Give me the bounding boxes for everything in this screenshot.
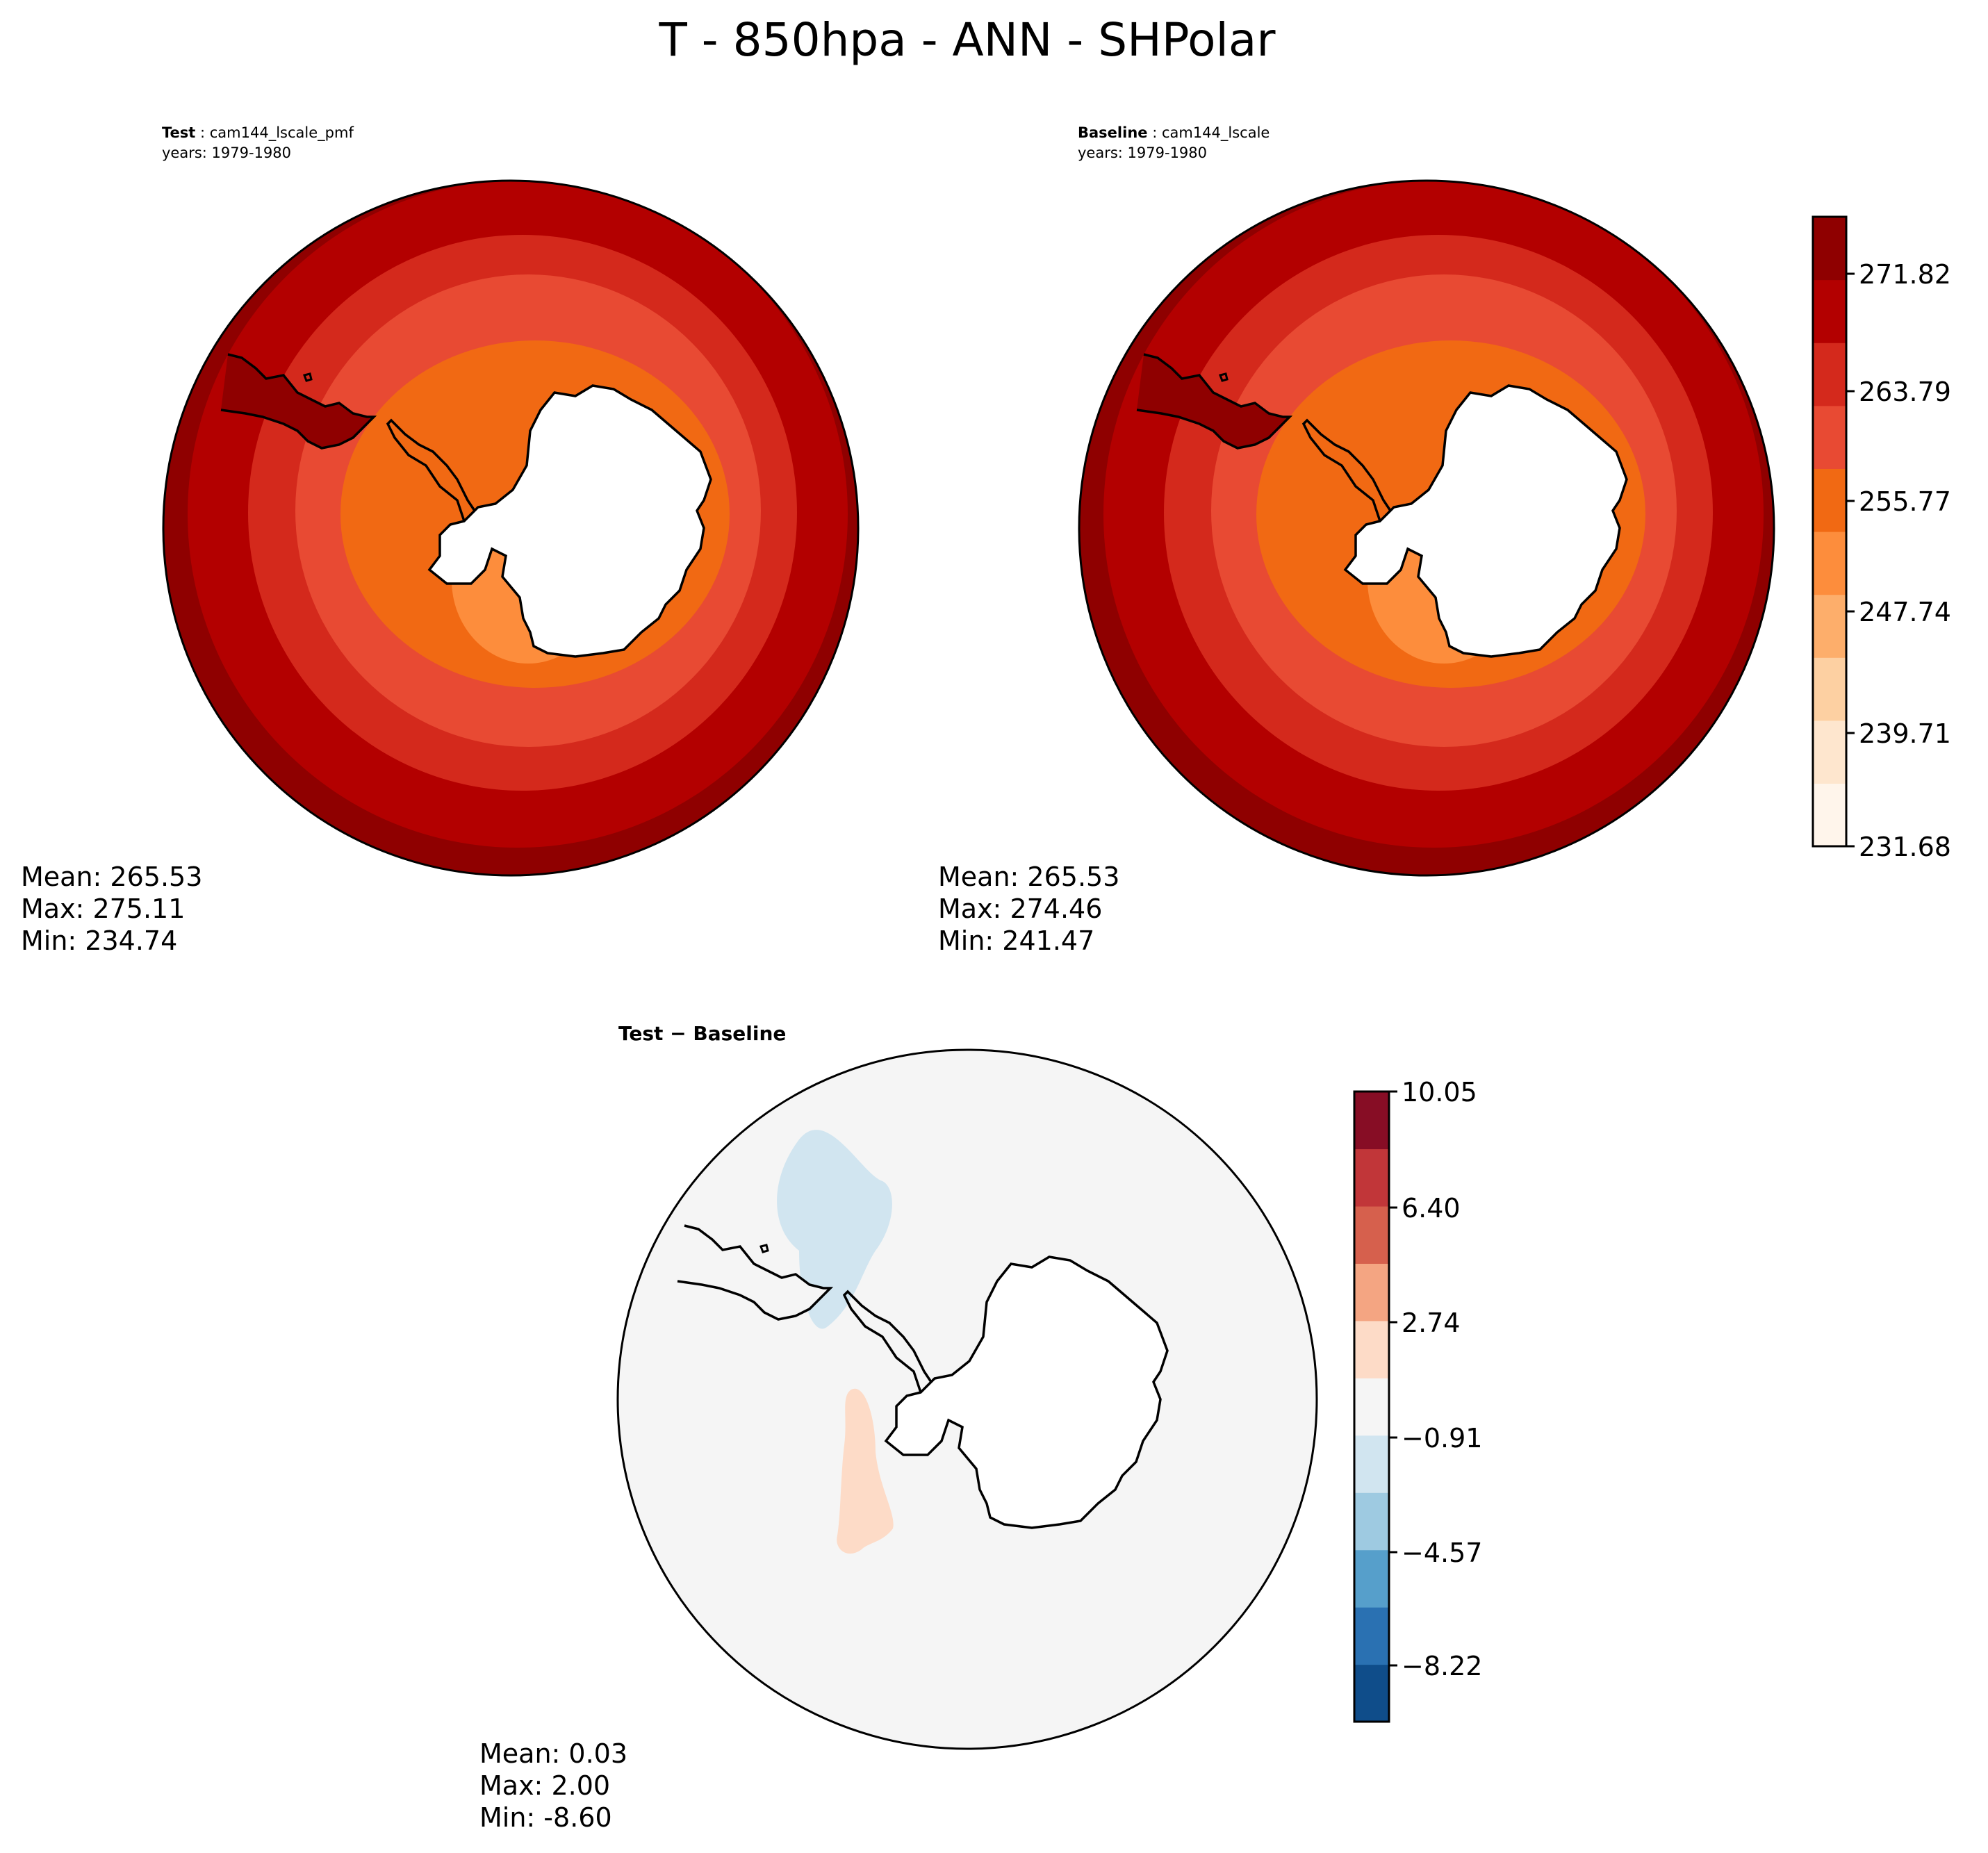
baseline-stat-min: Min: 241.47 [938,925,1094,956]
baseline-label-bold: Baseline [1078,124,1148,141]
test-map-boundary [162,179,860,877]
difference-label: Test − Baseline [618,1022,786,1045]
baseline-stat-max: Max: 274.46 [938,893,1102,924]
test-stat-max: Max: 275.11 [21,893,185,924]
difference-colorbar-swatch [1354,1607,1389,1665]
difference-field-positive-region [837,1388,894,1554]
test-coast-new-zealand [616,859,643,875]
difference-colorbar-tick-label: −8.22 [1402,1651,1482,1681]
figure-title: T - 850hpa - ANN - SHPolar [659,13,1276,67]
temperature-colorbar-swatch [1813,532,1846,595]
difference-colorbar-swatch [1354,1320,1389,1378]
difference-colorbar: 10.05 6.40 2.74 −0.91 −4.57 −8.22 [1353,1077,1482,1723]
difference-colorbar-tick-label: 10.05 [1402,1077,1477,1107]
temperature-colorbar-tick-label: 239.71 [1859,718,1951,749]
difference-colorbar-swatch [1354,1492,1389,1551]
difference-colorbar-tick-label: 2.74 [1402,1308,1461,1338]
difference-map-boundary [616,1048,1318,1750]
baseline-map [1079,181,1774,875]
temperature-colorbar-swatch [1813,217,1846,281]
temperature-colorbar-swatch [1813,720,1846,784]
difference-stat-max: Max: 2.00 [479,1770,610,1801]
temperature-colorbar-swatch [1813,343,1846,406]
baseline-label: Baseline : cam144_lscale [1078,124,1270,142]
baseline-label-value: cam144_lscale [1162,124,1270,142]
temperature-colorbar-tick-label: 255.77 [1859,486,1951,517]
baseline-panel: Baseline : cam144_lscale years: 1979-198… [938,124,1775,956]
temperature-colorbar-tick-label: 263.79 [1859,377,1951,407]
difference-stat-mean: Mean: 0.03 [479,1738,627,1769]
temperature-colorbar-swatch [1813,594,1846,658]
test-label-bold: Test [162,124,195,141]
test-stat-min: Min: 234.74 [21,925,177,956]
test-panel: Test : cam144_lscale_pmf years: 1979-198… [21,124,860,956]
temperature-colorbar-outline [1812,215,1848,848]
baseline-label-sep: : [1148,124,1162,141]
temperature-colorbar-swatch [1813,783,1846,847]
difference-colorbar-swatch [1354,1664,1389,1722]
test-stat-mean: Mean: 265.53 [21,862,202,892]
difference-colorbar-tick-label: −0.91 [1402,1423,1482,1453]
difference-colorbar-tick-label: −4.57 [1402,1538,1482,1568]
test-label-sep: : [195,124,209,141]
temperature-colorbar-tick-label: 231.68 [1859,832,1951,862]
test-years: years: 1979-1980 [162,145,291,161]
difference-colorbar-swatch [1354,1549,1389,1608]
temperature-colorbar-tick-label: 271.82 [1859,259,1951,290]
difference-colorbar-swatch [1354,1205,1389,1264]
test-label: Test : cam144_lscale_pmf [162,124,354,142]
difference-coast-new-zealand [1072,1730,1099,1748]
difference-colorbar-swatch [1354,1263,1389,1321]
test-map [163,181,858,875]
difference-colorbar-swatch [1354,1092,1389,1150]
baseline-years: years: 1979-1980 [1078,145,1207,161]
test-label-value: cam144_lscale_pmf [210,124,354,142]
temperature-colorbar: 271.82 263.79 255.77 247.74 239.71 231.68 [1812,215,1951,862]
difference-field-negative-region [777,1130,892,1329]
temperature-colorbar-swatch [1813,468,1846,532]
baseline-stat-mean: Mean: 265.53 [938,862,1119,892]
difference-map [618,1050,1317,1749]
difference-colorbar-swatch [1354,1378,1389,1436]
temperature-colorbar-swatch [1813,279,1846,343]
temperature-colorbar-swatch [1813,405,1846,469]
baseline-coast-new-zealand [1531,859,1559,875]
temperature-colorbar-swatch [1813,657,1846,721]
baseline-coast-kerguelen [1768,410,1774,420]
test-coast-kerguelen [852,410,858,420]
difference-colorbar-outline [1353,1090,1390,1723]
difference-colorbar-tick-label: 6.40 [1402,1193,1461,1224]
difference-panel: Test − Baseline Mean: 0.03 Max: 2.00 Min… [479,1022,1318,1833]
difference-colorbar-swatch [1354,1148,1389,1207]
baseline-map-boundary [1078,179,1775,877]
temperature-colorbar-tick-label: 247.74 [1859,597,1951,627]
difference-colorbar-swatch [1354,1435,1389,1493]
difference-stat-min: Min: -8.60 [479,1802,612,1833]
difference-coast-kerguelen [1308,1281,1317,1291]
